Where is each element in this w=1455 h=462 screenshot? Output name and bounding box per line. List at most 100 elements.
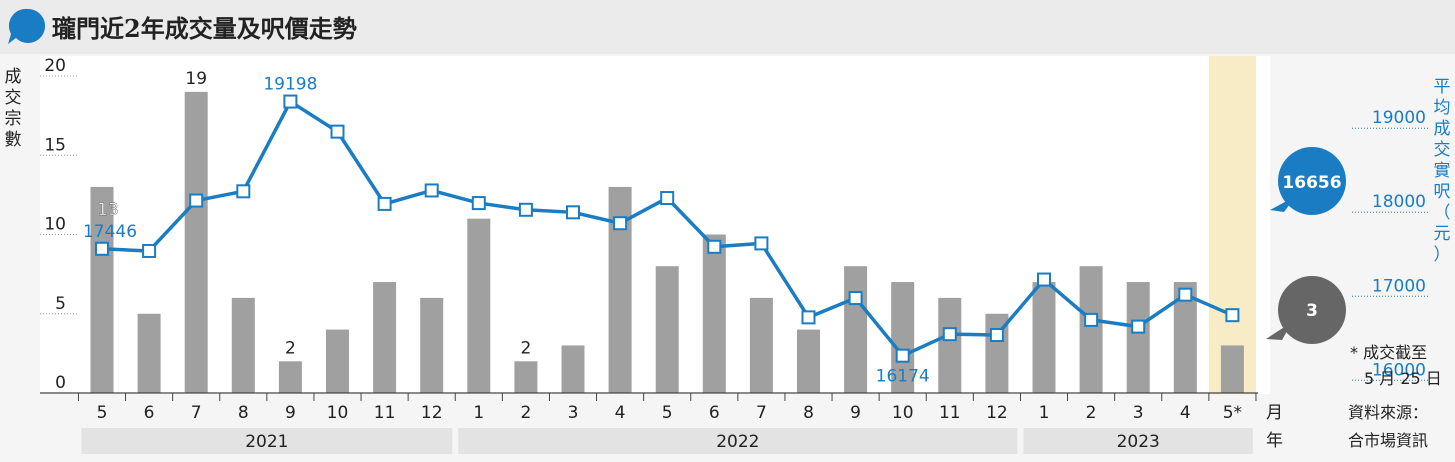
price-point	[989, 328, 1004, 343]
bar	[137, 313, 161, 393]
x-tick-label: 10	[892, 403, 914, 423]
x-tick-label: 4	[615, 403, 626, 423]
asterisk-note-date: 5 月 25 日	[1364, 369, 1442, 388]
source-note-2: 合市場資訊	[1348, 431, 1428, 450]
price-point	[707, 239, 722, 254]
price-point	[848, 291, 863, 306]
left-tick-label: 15	[44, 135, 66, 155]
bar	[326, 329, 349, 393]
x-tick-label: 4	[1180, 403, 1191, 423]
bar-data-label: 2	[520, 338, 531, 358]
price-point	[330, 124, 345, 139]
bar	[561, 345, 585, 393]
year-band	[458, 428, 1018, 454]
x-tick-label: 9	[850, 403, 861, 423]
price-point	[1131, 319, 1146, 334]
x-tick-label: 10	[327, 403, 349, 423]
bar	[278, 361, 302, 393]
x-tick-label: 11	[374, 403, 396, 423]
bar	[1079, 266, 1103, 393]
x-tick-label: 7	[191, 403, 202, 423]
grid-layer: 0 5 10 15 20 16000 17000 18000 19000	[40, 56, 1430, 394]
bar-data-label: 13	[97, 200, 119, 220]
line-layer	[95, 94, 1240, 363]
right-tick-label: 17000	[1372, 276, 1426, 296]
bar	[1220, 345, 1244, 393]
x-tick-label: 8	[803, 403, 814, 423]
price-point	[754, 236, 769, 251]
bar	[655, 266, 679, 393]
price-point	[801, 310, 816, 325]
price-point	[660, 191, 675, 206]
bar	[1173, 282, 1197, 393]
count-callout-value: 3	[1306, 301, 1318, 321]
bar	[844, 266, 868, 393]
left-tick-label: 0	[55, 373, 66, 393]
x-tick-label: 6	[709, 403, 720, 423]
bar	[891, 282, 915, 393]
price-point	[142, 243, 157, 258]
price-point	[895, 348, 910, 363]
count-callout: 3	[1266, 276, 1346, 344]
x-tick-label: 12	[986, 403, 1008, 423]
title-bar	[0, 0, 1455, 54]
price-point	[236, 184, 251, 199]
bar	[1126, 282, 1150, 393]
bar-data-label: 19	[185, 69, 207, 89]
speech-bubble-icon	[8, 8, 46, 44]
year-band	[1023, 428, 1253, 454]
x-tick-label: 3	[1133, 403, 1144, 423]
x-unit-year: 年	[1266, 431, 1283, 451]
x-tick-label: 8	[238, 403, 249, 423]
bar-data-label: 2	[285, 338, 296, 358]
line-data-label: 16174	[876, 367, 930, 387]
bar	[184, 91, 208, 393]
bar	[702, 234, 726, 393]
left-axis-label: 成交宗數	[5, 67, 22, 150]
source-note-1: 資料來源：	[1348, 403, 1428, 422]
bar	[608, 186, 632, 393]
svg-text:成交宗數: 成交宗數	[5, 67, 22, 150]
price-point	[942, 327, 957, 342]
bar	[749, 297, 773, 393]
page-title: 瓏門近2年成交量及呎價走勢	[52, 14, 357, 43]
right-tick-label: 19000	[1372, 108, 1426, 128]
x-tick-label: 1	[473, 403, 484, 423]
highlight-column	[1208, 56, 1256, 394]
x-tick-label: 6	[144, 403, 155, 423]
year-label: 2021	[245, 432, 288, 452]
bar	[467, 218, 491, 393]
bar	[420, 297, 444, 393]
price-callout-value: 16656	[1282, 173, 1341, 193]
price-point	[518, 202, 533, 217]
x-tick-label: 11	[939, 403, 961, 423]
line-data-label: 17446	[83, 222, 137, 242]
price-point	[283, 94, 298, 109]
bar	[1032, 282, 1056, 393]
year-band	[81, 428, 453, 454]
right-axis-label: 平均成交實呎（元）	[1434, 77, 1451, 265]
x-tick-label: 1	[1039, 403, 1050, 423]
price-point	[1178, 287, 1193, 302]
price-point	[1084, 312, 1099, 327]
x-tick-label: 5	[662, 403, 673, 423]
label-layer: 13 19 2 2 17446 19198 16174	[83, 69, 930, 387]
price-point	[189, 193, 204, 208]
svg-text:平均成交實呎（元）: 平均成交實呎（元）	[1434, 77, 1451, 265]
price-point	[424, 183, 439, 198]
x-tick-label: 5	[97, 403, 108, 423]
year-label: 2023	[1117, 432, 1160, 452]
price-point	[471, 196, 486, 211]
bar	[797, 329, 820, 393]
right-tick-label: 16000	[1372, 360, 1426, 380]
price-point	[377, 196, 392, 211]
left-tick-label: 5	[55, 294, 66, 314]
bar	[373, 282, 397, 393]
left-tick-label: 10	[44, 215, 66, 235]
bar-layer	[90, 91, 1244, 393]
price-point	[1225, 308, 1240, 323]
x-tick-label: 3	[568, 403, 579, 423]
x-axis-layer: 5 6 7 8 9 10 11 12 1 2 3 4 5 6 7 8 9 10 11 12 1 2 3 4 5*2021 2022…	[40, 392, 1258, 454]
x-tick-label: 7	[756, 403, 767, 423]
